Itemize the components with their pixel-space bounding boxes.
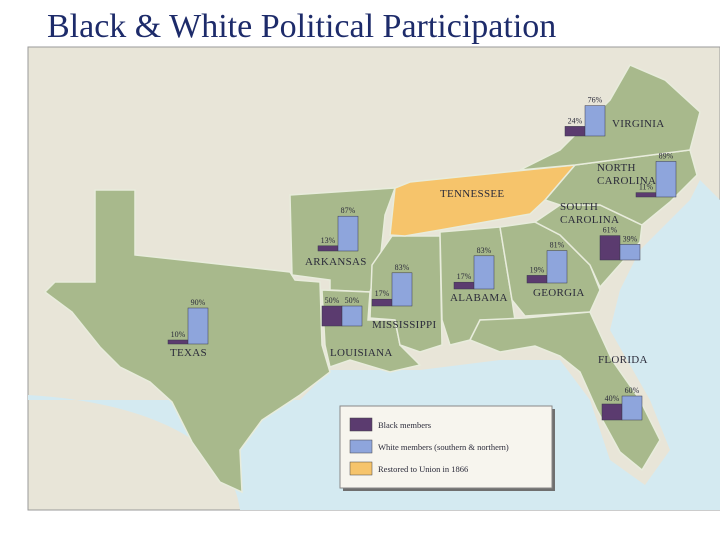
value-label: 39% [623, 234, 638, 243]
black-bar [317, 245, 339, 252]
florida [468, 311, 661, 472]
value-label: 24% [568, 116, 583, 125]
state-name: GEORGIA [533, 287, 585, 299]
value-label: 50% [325, 296, 340, 305]
state-name: CAROLINA [560, 214, 619, 226]
value-label: 76% [588, 96, 603, 105]
white-bar [473, 255, 495, 290]
white-bar [337, 215, 359, 252]
state-name: ALABAMA [450, 292, 508, 304]
state-name: LOUISIANA [330, 347, 393, 359]
black-bar [526, 275, 548, 284]
value-label: 90% [191, 298, 206, 307]
white-bar [341, 305, 363, 327]
state-name: TENNESSEE [440, 188, 504, 200]
white-bar [187, 307, 209, 345]
state-name: MISSISSIPPI [372, 319, 436, 331]
legend-label: White members (southern & northern) [378, 442, 509, 452]
state-name: TEXAS [170, 347, 207, 359]
value-label: 83% [395, 263, 410, 272]
value-label: 87% [341, 206, 356, 215]
states [43, 64, 701, 494]
value-label: 10% [171, 330, 186, 339]
black-bar [167, 339, 189, 345]
value-label: 83% [477, 246, 492, 255]
value-label: 61% [603, 226, 618, 235]
white-bar [391, 272, 413, 307]
white-bar [621, 395, 643, 421]
tennessee [389, 164, 577, 237]
value-label: 60% [625, 386, 640, 395]
legend-swatch [349, 417, 373, 432]
state-name: VIRGINIA [612, 118, 665, 130]
legend-label: Black members [378, 420, 431, 430]
legend-label: Restored to Union in 1866 [378, 464, 468, 474]
white-bar [619, 244, 641, 261]
value-label: 19% [530, 265, 545, 274]
black-bar [321, 305, 343, 327]
value-label: 17% [457, 272, 472, 281]
value-label: 17% [375, 289, 390, 298]
white-bar [584, 105, 606, 137]
white-bar [655, 161, 677, 198]
black-bar [564, 126, 586, 137]
white-bar [546, 250, 568, 284]
state-name: FLORIDA [598, 354, 648, 366]
legend-swatch [349, 461, 373, 476]
black-bar [371, 298, 393, 307]
legend [339, 405, 553, 489]
value-label: 50% [345, 296, 360, 305]
black-bar [635, 192, 657, 198]
title: Black & White Political Participation [47, 8, 557, 45]
value-label: 11% [639, 183, 654, 192]
value-label: 81% [550, 241, 565, 250]
state-name: SOUTH [560, 201, 598, 213]
black-bar [601, 403, 623, 421]
state-name: NORTH [597, 162, 636, 174]
value-label: 40% [605, 394, 620, 403]
legend-swatch [349, 439, 373, 454]
value-label: 13% [321, 236, 336, 245]
black-bar [599, 235, 621, 261]
black-bar [453, 281, 475, 290]
value-label: 89% [659, 151, 674, 160]
state-name: CAROLINA [597, 175, 656, 187]
state-name: ARKANSAS [305, 256, 367, 268]
